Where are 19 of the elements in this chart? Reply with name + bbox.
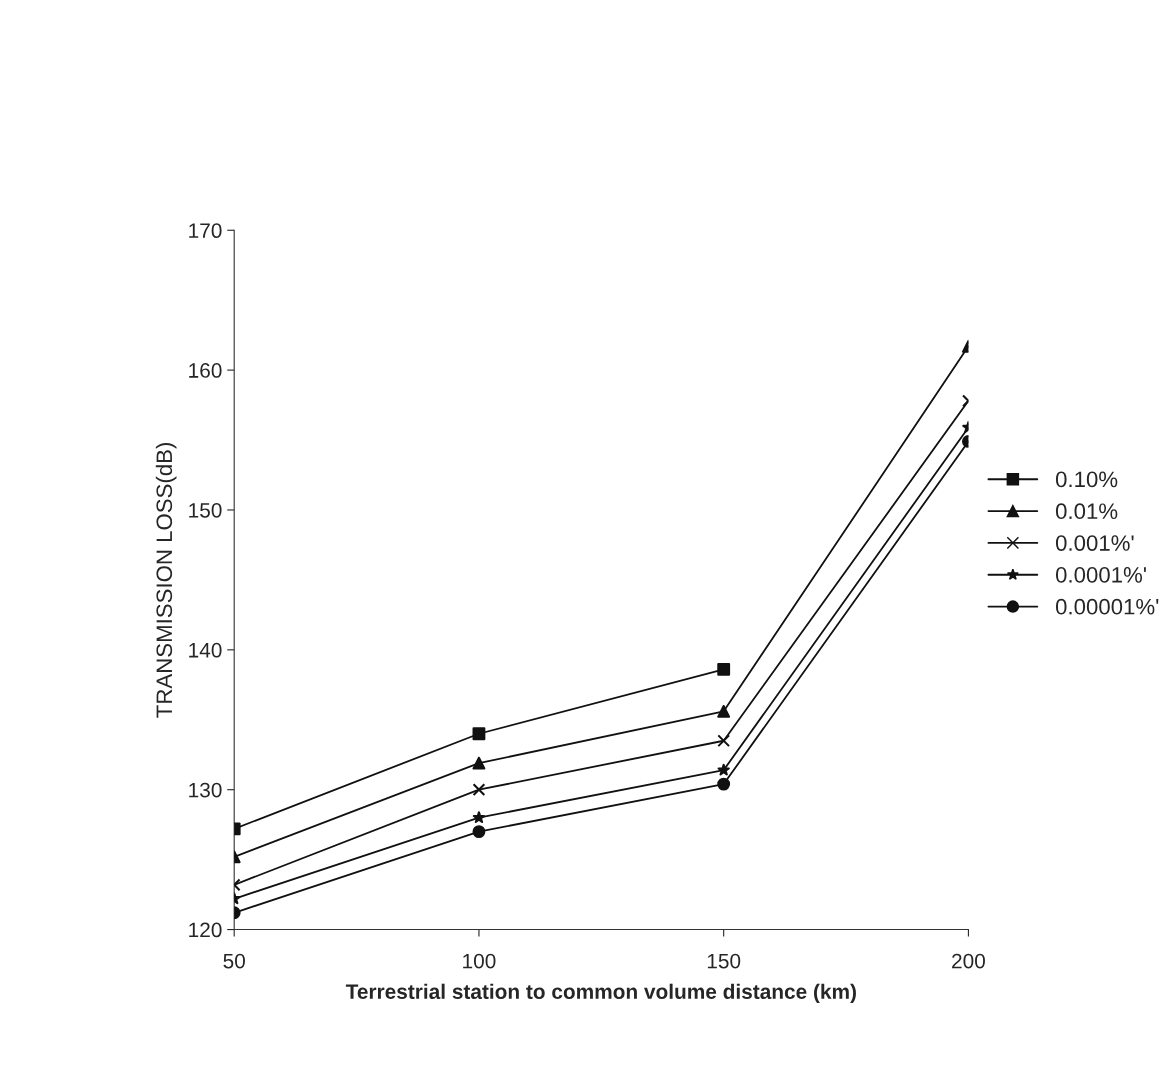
point (472, 727, 486, 741)
y-tick-label: 150 (189, 502, 222, 518)
legend-label: 0.01% (1055, 503, 1118, 520)
x-tick-label: 150 (707, 953, 741, 969)
y-axis-title: TRANSMISSION LOSS(dB) (155, 442, 177, 718)
legend-label: 0.0001%' (1055, 566, 1146, 583)
y-tick-label: 140 (189, 642, 222, 658)
x-axis-title: Terrestrial station to common volume distance (km) (345, 983, 856, 1004)
y-tick-label: 130 (189, 782, 222, 798)
x-tick-label: 50 (223, 953, 245, 969)
legend-label: 0.10% (1055, 471, 1118, 488)
y-tick-label: 120 (189, 922, 222, 938)
point (717, 662, 731, 676)
y-tick-label: 160 (189, 363, 222, 378)
x-tick-label: 200 (952, 953, 985, 969)
y-tick-label: 170 (189, 223, 222, 239)
legend-label: 0.001%' (1055, 535, 1134, 551)
x-tick-label: 100 (463, 953, 496, 969)
legend-label: 0.00001%' (1055, 598, 1159, 615)
